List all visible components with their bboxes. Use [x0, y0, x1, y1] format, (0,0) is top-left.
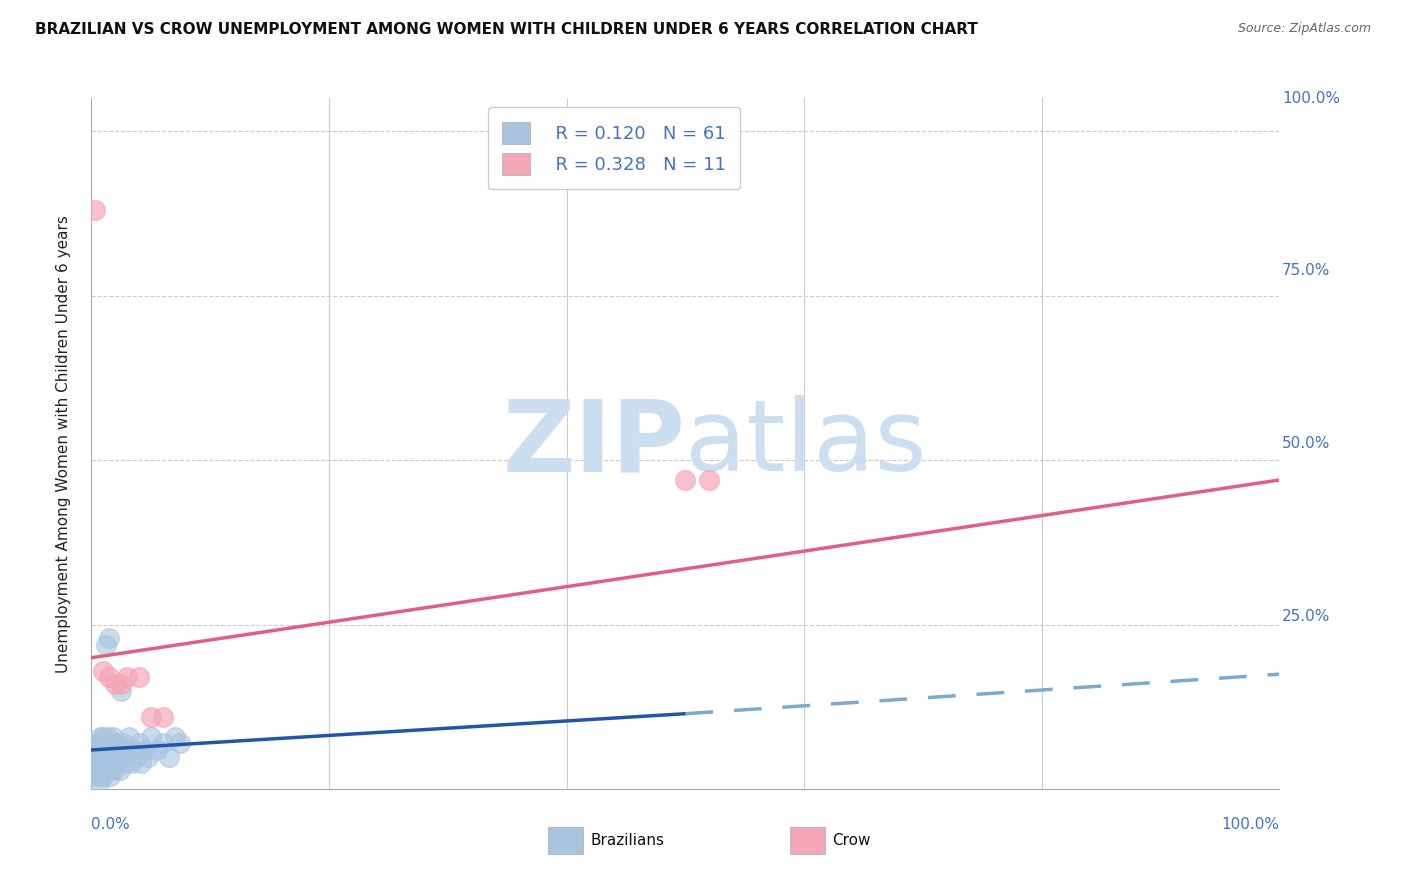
Text: 100.0%: 100.0%	[1282, 91, 1340, 105]
Point	[120, 756, 142, 770]
Point	[128, 671, 150, 685]
Point	[122, 743, 145, 757]
Point	[104, 749, 127, 764]
Point	[169, 736, 191, 750]
Point	[91, 730, 114, 744]
Text: 25.0%: 25.0%	[1282, 609, 1330, 624]
Y-axis label: Unemployment Among Women with Children Under 6 years: Unemployment Among Women with Children U…	[56, 215, 70, 673]
Point	[87, 763, 110, 777]
Point	[129, 756, 152, 770]
Point	[100, 736, 122, 750]
Point	[97, 730, 120, 744]
Point	[101, 730, 124, 744]
Point	[107, 756, 129, 770]
Point	[89, 763, 111, 777]
Point	[125, 749, 148, 764]
Text: Brazilians: Brazilians	[591, 833, 665, 847]
Point	[91, 763, 114, 777]
Point	[87, 776, 110, 790]
Point	[91, 749, 114, 764]
Point	[103, 763, 125, 777]
Point	[112, 736, 135, 750]
Text: 75.0%: 75.0%	[1282, 263, 1330, 278]
Point	[89, 730, 111, 744]
Point	[98, 631, 121, 645]
Text: Crow: Crow	[832, 833, 870, 847]
Point	[101, 756, 124, 770]
Point	[94, 743, 117, 757]
Point	[84, 763, 107, 777]
Point	[115, 743, 138, 757]
Point	[93, 756, 115, 770]
Point	[157, 749, 180, 764]
Point	[86, 736, 108, 750]
Point	[115, 671, 138, 685]
Point	[128, 736, 150, 750]
Point	[673, 473, 696, 487]
Point	[104, 677, 127, 691]
Point	[139, 710, 162, 724]
Text: ZIP: ZIP	[502, 395, 685, 492]
Point	[108, 763, 131, 777]
Point	[91, 743, 114, 757]
Point	[100, 743, 122, 757]
Text: 0.0%: 0.0%	[91, 817, 131, 832]
Point	[163, 730, 186, 744]
Point	[100, 769, 122, 783]
Point	[84, 202, 107, 217]
Point	[118, 730, 141, 744]
Point	[152, 710, 174, 724]
Point	[98, 671, 121, 685]
Point	[86, 769, 108, 783]
Point	[111, 749, 134, 764]
Text: atlas: atlas	[685, 395, 927, 492]
Text: 50.0%: 50.0%	[1282, 436, 1330, 451]
Point	[114, 756, 136, 770]
Point	[91, 769, 114, 783]
Point	[152, 736, 174, 750]
Point	[98, 749, 121, 764]
Text: BRAZILIAN VS CROW UNEMPLOYMENT AMONG WOMEN WITH CHILDREN UNDER 6 YEARS CORRELATI: BRAZILIAN VS CROW UNEMPLOYMENT AMONG WOM…	[35, 22, 979, 37]
Legend:   R = 0.120   N = 61,   R = 0.328   N = 11: R = 0.120 N = 61, R = 0.328 N = 11	[488, 107, 741, 189]
Point	[107, 743, 129, 757]
Point	[86, 756, 108, 770]
Point	[90, 736, 112, 750]
Point	[138, 749, 160, 764]
Point	[110, 683, 132, 698]
Point	[83, 756, 105, 770]
Point	[93, 736, 115, 750]
Point	[105, 736, 128, 750]
Point	[89, 749, 111, 764]
Point	[145, 743, 167, 757]
Point	[91, 664, 114, 678]
Point	[110, 677, 132, 691]
Point	[134, 743, 156, 757]
Point	[697, 473, 720, 487]
Point	[97, 763, 120, 777]
Point	[139, 730, 162, 744]
Point	[90, 756, 112, 770]
Point	[90, 769, 112, 783]
Point	[84, 769, 107, 783]
Point	[84, 749, 107, 764]
Point	[96, 749, 118, 764]
Point	[84, 743, 107, 757]
Text: 100.0%: 100.0%	[1222, 817, 1279, 832]
Point	[94, 638, 117, 652]
Text: Source: ZipAtlas.com: Source: ZipAtlas.com	[1237, 22, 1371, 36]
Point	[87, 743, 110, 757]
